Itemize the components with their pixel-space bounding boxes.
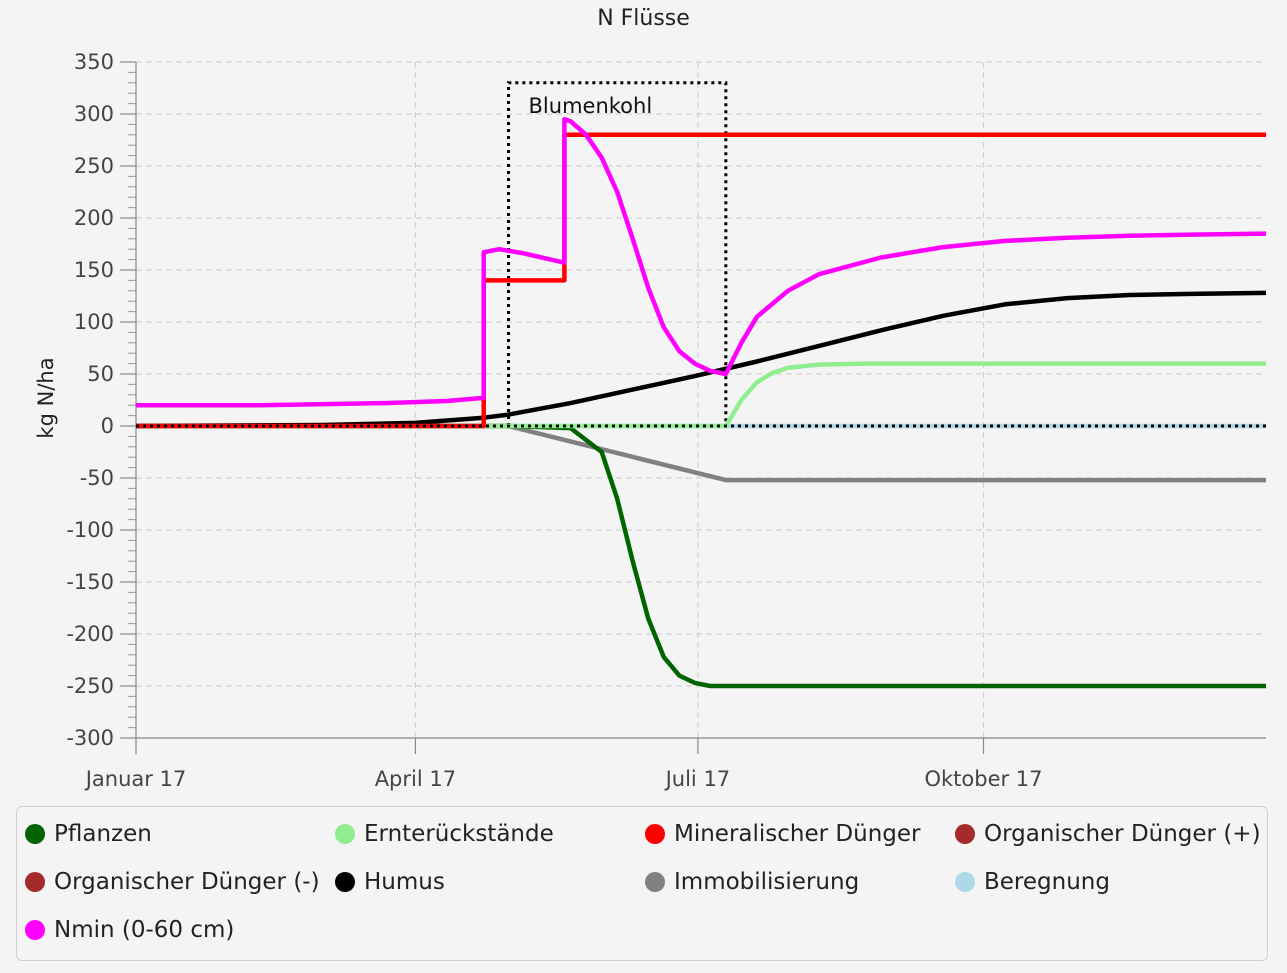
plot-area: 350 300 250 200 150 100 50 0 -50 -100 -150 -200 -250… xyxy=(34,50,1267,791)
legend-item: Beregnung xyxy=(955,869,1110,895)
legend-item: Organischer Dünger (+) xyxy=(955,821,1261,847)
axis-layer: 350 300 250 200 150 100 50 0 -50 -100 -150 -200 -250… xyxy=(66,50,1266,791)
legend-marker xyxy=(645,824,665,844)
legend-label: Beregnung xyxy=(984,869,1110,895)
series-line-pflanzen xyxy=(136,423,1266,689)
y-tick-label: 300 xyxy=(74,102,114,126)
y-tick-label: -50 xyxy=(80,466,114,490)
y-tick-label: -200 xyxy=(66,622,114,646)
legend-item: Humus xyxy=(335,869,445,895)
crop-label: Blumenkohl xyxy=(529,94,653,118)
legend-label: Immobilisierung xyxy=(674,869,860,895)
legend-marker xyxy=(645,872,665,892)
legend-marker xyxy=(25,824,45,844)
x-tick-label: Juli 17 xyxy=(664,767,731,791)
y-tick-label: -250 xyxy=(66,674,114,698)
y-tick-label: 50 xyxy=(87,362,114,386)
y-tick-label: 200 xyxy=(74,206,114,230)
legend-item: Ernterückstände xyxy=(335,821,554,847)
legend-label: Organischer Dünger (+) xyxy=(984,821,1261,847)
y-tick-label: -150 xyxy=(66,570,114,594)
legend-label: Pflanzen xyxy=(54,821,152,847)
y-tick-label: -100 xyxy=(66,518,114,542)
x-tick-label: Januar 17 xyxy=(84,767,187,791)
legend-item: Mineralischer Dünger xyxy=(645,821,921,847)
legend-label: Organischer Dünger (-) xyxy=(54,869,320,895)
legend-marker xyxy=(25,872,45,892)
grid-layer xyxy=(136,61,1266,739)
legend-item: Pflanzen xyxy=(25,821,152,847)
y-tick-label: 250 xyxy=(74,154,114,178)
x-tick-label: Oktober 17 xyxy=(924,767,1042,791)
legend-item: Organischer Dünger (-) xyxy=(25,869,320,895)
annotation-layer: Blumenkohl xyxy=(507,81,728,426)
series-line-mineralischer-dünger xyxy=(136,132,1266,429)
y-tick-label: 150 xyxy=(74,258,114,282)
y-tick-label: 0 xyxy=(101,414,114,438)
legend-label: Mineralischer Dünger xyxy=(674,821,921,847)
legend-item: Nmin (0-60 cm) xyxy=(25,917,234,943)
legend-item: Immobilisierung xyxy=(645,869,859,895)
legend-marker xyxy=(335,824,355,844)
legend-label: Nmin (0-60 cm) xyxy=(54,917,235,943)
y-tick-label: 100 xyxy=(74,310,114,334)
series-line-humus xyxy=(135,290,1267,429)
legend-marker xyxy=(955,824,975,844)
legend-label: Ernterückstände xyxy=(364,821,554,847)
legend: Pflanzen Ernterückstände Mineralischer Dün… xyxy=(16,806,1268,961)
legend-marker xyxy=(25,920,45,940)
y-axis-title: kg N/ha xyxy=(34,357,58,438)
y-tick-label: -300 xyxy=(66,726,114,750)
series-line-nmin-0-60-cm xyxy=(136,116,1267,408)
legend-label: Humus xyxy=(364,869,445,895)
y-tick-label: 350 xyxy=(74,50,114,74)
series-layer xyxy=(135,116,1267,689)
legend-marker xyxy=(335,872,355,892)
legend-marker xyxy=(955,872,975,892)
series-line-ernterückstände xyxy=(136,361,1266,429)
x-tick-label: April 17 xyxy=(375,767,456,791)
series-line-immobilisierung xyxy=(136,423,1266,483)
chart-title: N Flüsse xyxy=(597,6,690,31)
